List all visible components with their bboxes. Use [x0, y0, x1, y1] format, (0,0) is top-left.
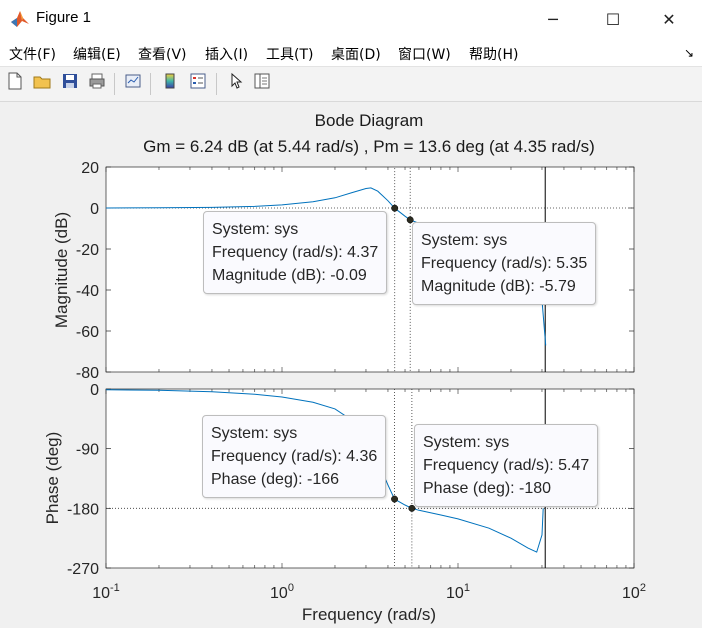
datatip-system: System: sys: [421, 232, 508, 249]
magnitude-y-ticks: 20 0 -20 -40 -60 -80: [76, 160, 634, 382]
y-tick-label: -90: [76, 442, 99, 459]
x-tick-label: 10-1: [92, 582, 120, 602]
plot-subtitle: Gm = 6.24 dB (at 5.44 rad/s) , Pm = 13.6…: [143, 137, 595, 156]
link-plot-button[interactable]: [122, 72, 144, 94]
y-tick-label: -60: [76, 324, 99, 341]
insert-legend-icon: [189, 72, 207, 94]
x-tick-exponent: 0: [288, 582, 294, 594]
data-markers: [391, 167, 416, 568]
data-marker: [406, 216, 414, 224]
y-tick-label: -270: [67, 561, 99, 578]
menu-file[interactable]: 文件(F): [9, 47, 56, 63]
y-tick-label: 0: [90, 201, 99, 218]
datatip-value: Phase (deg): -180: [423, 480, 552, 497]
link-plot-icon: [124, 72, 142, 94]
save-icon: [61, 72, 79, 94]
magnitude-y-label: Magnitude (dB): [52, 212, 71, 328]
datatip-value: Magnitude (dB): -5.79: [421, 278, 576, 295]
x-tick-exponent: -1: [110, 582, 120, 594]
datatip-frequency: Frequency (rad/s): 5.47: [423, 457, 590, 474]
minimize-icon: ─: [548, 9, 558, 29]
insert-legend-button[interactable]: [187, 72, 209, 94]
data-marker: [391, 495, 398, 503]
menu-insert[interactable]: 插入(I): [205, 47, 249, 63]
minimize-button[interactable]: ─: [530, 0, 576, 38]
datatip-system: System: sys: [211, 425, 298, 442]
menu-view[interactable]: 查看(V): [138, 47, 187, 63]
save-button[interactable]: [59, 72, 81, 94]
figure-toolbar: [0, 67, 702, 102]
property-inspector-icon: [253, 72, 271, 94]
bode-plot[interactable]: Bode Diagram Gm = 6.24 dB (at 5.44 rad/s…: [0, 102, 702, 628]
y-tick-label: -80: [76, 365, 99, 382]
menu-tools[interactable]: 工具(T): [266, 47, 314, 63]
datatip-phase-1[interactable]: System: sys Frequency (rad/s): 4.36 Phas…: [202, 415, 387, 498]
x-tick-label: 101: [446, 582, 470, 602]
close-icon: ✕: [662, 9, 676, 29]
title-bar: Figure 1 ─ ☐ ✕: [0, 0, 702, 38]
toolbar-separator: [150, 73, 151, 95]
select-arrow-button[interactable]: [225, 72, 247, 94]
menu-edit[interactable]: 编辑(E): [73, 47, 121, 63]
figure-canvas[interactable]: Bode Diagram Gm = 6.24 dB (at 5.44 rad/s…: [0, 102, 702, 628]
x-tick-exponent: 2: [640, 582, 646, 594]
x-axis-label: Frequency (rad/s): [302, 605, 436, 624]
select-arrow-icon: [227, 72, 245, 94]
print-icon: [88, 72, 106, 94]
new-figure-button[interactable]: [4, 72, 26, 94]
menu-desktop[interactable]: 桌面(D): [331, 47, 381, 63]
open-file-button[interactable]: [31, 72, 53, 94]
datatip-system: System: sys: [423, 434, 510, 451]
datatip-system: System: sys: [212, 221, 299, 238]
open-file-icon: [33, 72, 51, 94]
datatip-frequency: Frequency (rad/s): 4.36: [211, 448, 378, 465]
x-tick-label: 102: [622, 582, 646, 602]
x-tick-label: 100: [270, 582, 294, 602]
datatip-value: Phase (deg): -166: [211, 471, 340, 488]
menu-bar: 文件(F) 编辑(E) 查看(V) 插入(I) 工具(T) 桌面(D) 窗口(W…: [0, 38, 702, 67]
datatip-magnitude-2[interactable]: System: sys Frequency (rad/s): 5.35 Magn…: [412, 222, 597, 305]
y-tick-label: -180: [67, 501, 99, 518]
data-marker: [408, 504, 416, 512]
datatip-value: Magnitude (dB): -0.09: [212, 267, 367, 284]
toolbar-separator: [114, 73, 115, 95]
x-tick-exponent: 1: [464, 582, 470, 594]
insert-colorbar-icon: [161, 72, 179, 94]
menu-window[interactable]: 窗口(W): [398, 47, 451, 63]
phase-y-label: Phase (deg): [43, 432, 62, 525]
maximize-icon: ☐: [605, 9, 621, 29]
insert-colorbar-button[interactable]: [159, 72, 181, 94]
toolbar-separator: [216, 73, 217, 95]
dock-figure-icon[interactable]: ↘: [683, 46, 694, 60]
menu-help[interactable]: 帮助(H): [469, 47, 519, 63]
plot-title: Bode Diagram: [315, 111, 424, 130]
window-title: Figure 1: [36, 9, 92, 26]
new-figure-icon: [6, 72, 24, 94]
print-button[interactable]: [86, 72, 108, 94]
data-marker: [391, 204, 399, 212]
datatip-frequency: Frequency (rad/s): 4.37: [212, 244, 379, 261]
datatip-magnitude-1[interactable]: System: sys Frequency (rad/s): 4.37 Magn…: [203, 211, 388, 294]
datatip-phase-2[interactable]: System: sys Frequency (rad/s): 5.47 Phas…: [414, 424, 599, 507]
y-tick-label: -40: [76, 283, 99, 300]
y-tick-label: -20: [76, 242, 99, 259]
property-inspector-button[interactable]: [251, 72, 273, 94]
y-tick-label: 20: [81, 160, 99, 177]
close-button[interactable]: ✕: [646, 0, 692, 38]
y-tick-label: 0: [90, 382, 99, 399]
matlab-logo-icon: [10, 9, 30, 29]
phase-y-ticks: 0 -90 -180 -270: [67, 382, 634, 578]
datatip-frequency: Frequency (rad/s): 5.35: [421, 255, 588, 272]
maximize-button[interactable]: ☐: [590, 0, 636, 38]
